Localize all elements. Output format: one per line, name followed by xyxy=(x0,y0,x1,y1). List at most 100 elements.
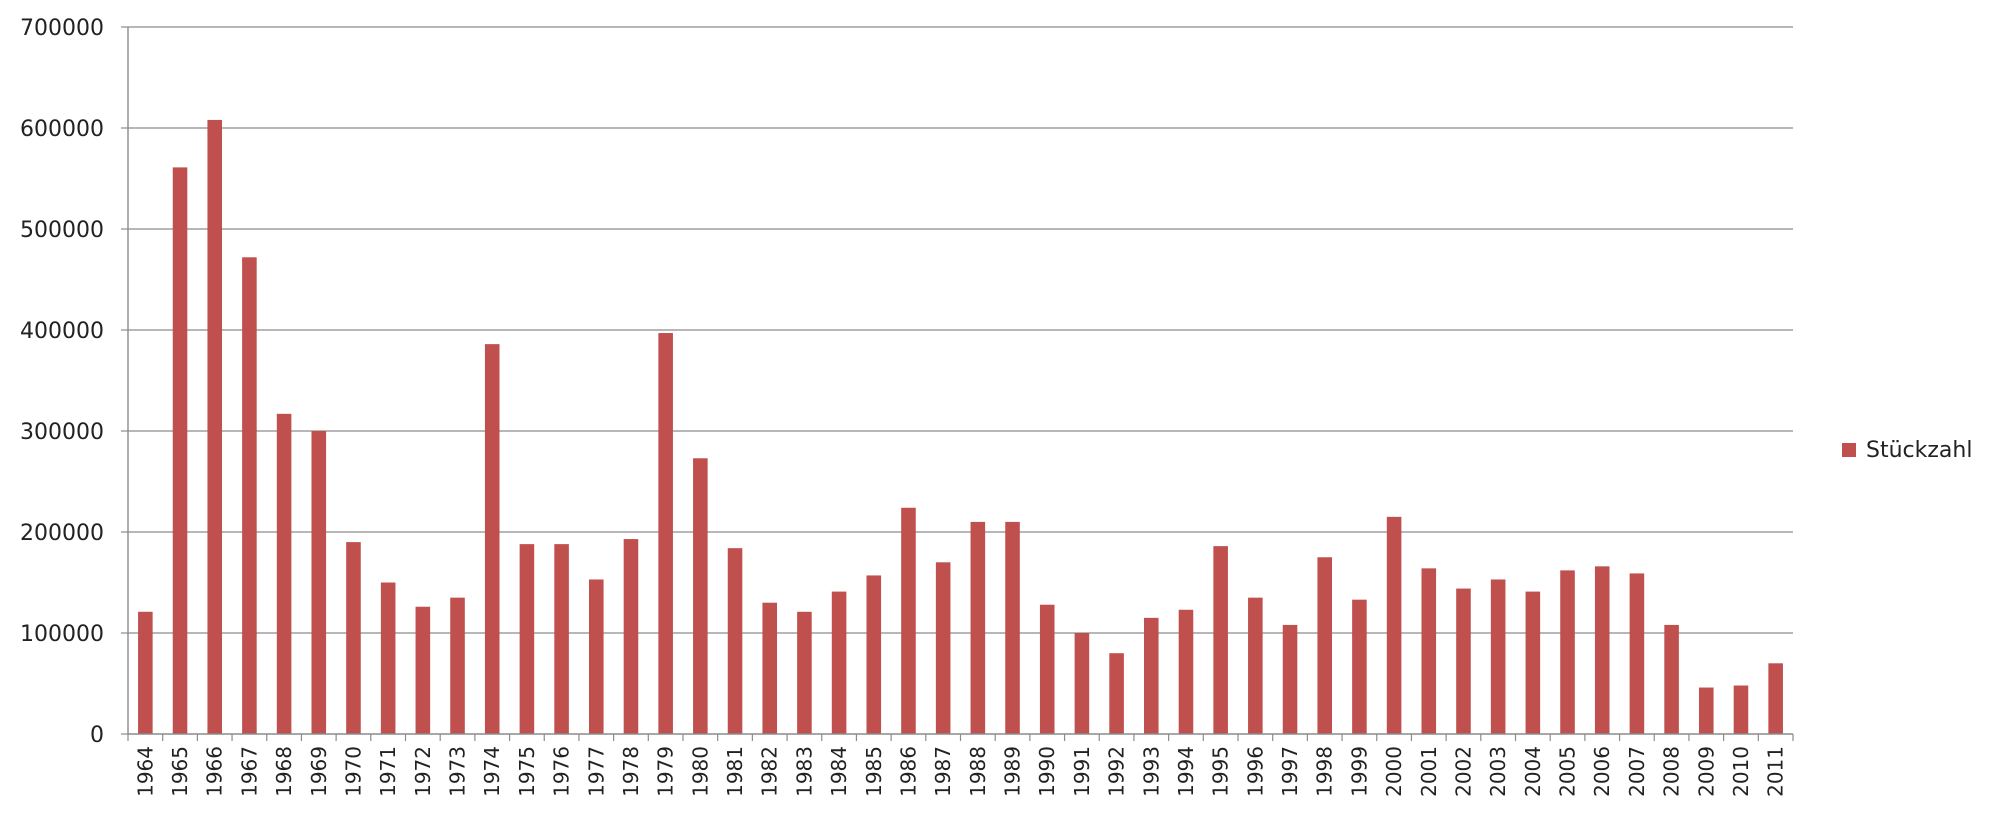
x-tick-label: 1975 xyxy=(515,746,539,797)
bar-1974[interactable] xyxy=(484,344,500,734)
bar-1994[interactable] xyxy=(1178,609,1194,734)
x-tick-label: 1971 xyxy=(376,746,400,797)
x-tick-label: 2001 xyxy=(1417,746,1441,797)
x-tick-label: 1973 xyxy=(446,746,470,797)
x-tick-label: 2008 xyxy=(1660,746,1684,797)
legend[interactable]: Stückzahl xyxy=(1842,438,1972,463)
x-tick-label: 1986 xyxy=(896,746,920,797)
x-tick-label: 1979 xyxy=(654,746,678,797)
bar-1976[interactable] xyxy=(554,544,569,734)
x-tick-label: 1985 xyxy=(862,746,886,797)
x-tick-label: 1987 xyxy=(931,746,955,797)
x-tick-label: 1966 xyxy=(203,746,227,797)
bar-2010[interactable] xyxy=(1733,685,1749,734)
bar-1996[interactable] xyxy=(1248,597,1263,734)
bar-1973[interactable] xyxy=(450,597,465,734)
bar-1986[interactable] xyxy=(901,507,916,734)
bar-1972[interactable] xyxy=(415,606,431,734)
y-tick-label: 0 xyxy=(90,723,104,748)
x-tick-label: 2006 xyxy=(1590,746,1614,797)
x-tick-label: 1980 xyxy=(688,746,712,797)
y-tick-label: 600000 xyxy=(20,117,104,142)
bars xyxy=(138,119,1783,735)
x-tick-label: 2011 xyxy=(1764,746,1788,797)
bar-1995[interactable] xyxy=(1213,546,1228,734)
bar-1982[interactable] xyxy=(762,602,778,734)
x-tick-label: 1989 xyxy=(1001,746,1025,797)
bar-1964[interactable] xyxy=(138,611,153,734)
y-tick-label: 300000 xyxy=(20,420,104,445)
x-tick-label: 1974 xyxy=(480,746,504,797)
legend-swatch xyxy=(1842,443,1856,457)
bar-2002[interactable] xyxy=(1456,588,1471,734)
bar-1985[interactable] xyxy=(866,575,882,734)
x-tick-label: 1983 xyxy=(792,746,816,797)
bar-1979[interactable] xyxy=(658,333,673,734)
bar-1970[interactable] xyxy=(346,542,361,734)
bar-2011[interactable] xyxy=(1768,663,1783,734)
bar-1998[interactable] xyxy=(1317,557,1333,734)
y-tick-label: 700000 xyxy=(20,16,104,41)
legend-label: Stückzahl xyxy=(1866,438,1972,463)
x-tick-label: 1981 xyxy=(723,746,747,797)
x-tick-label: 1999 xyxy=(1347,746,1371,797)
bar-2006[interactable] xyxy=(1594,566,1610,734)
bar-1984[interactable] xyxy=(831,591,847,734)
x-tick-label: 1968 xyxy=(272,746,296,797)
bar-1987[interactable] xyxy=(935,562,951,734)
y-axis-tick-labels: 0 100000 200000 300000 400000 500000 600000 700… xyxy=(20,16,104,748)
x-tick-label: 1988 xyxy=(966,746,990,797)
bar-1989[interactable] xyxy=(1005,521,1020,734)
bar-1988[interactable] xyxy=(970,521,986,734)
bar-1966[interactable] xyxy=(207,119,223,735)
bar-2005[interactable] xyxy=(1560,570,1575,734)
x-tick-label: 1964 xyxy=(133,746,157,797)
bar-1967[interactable] xyxy=(242,257,257,734)
bar-1991[interactable] xyxy=(1074,633,1090,734)
bar-2008[interactable] xyxy=(1664,624,1679,734)
bar-1993[interactable] xyxy=(1143,617,1159,734)
bar-2009[interactable] xyxy=(1698,687,1714,734)
x-tick-label: 1995 xyxy=(1209,746,1233,797)
bar-1965[interactable] xyxy=(172,167,188,734)
bar-1971[interactable] xyxy=(380,582,396,735)
x-tick-label: 1965 xyxy=(168,746,192,797)
x-tick-label: 2000 xyxy=(1382,746,1406,797)
y-tick-label: 200000 xyxy=(20,521,104,546)
x-tick-label: 2007 xyxy=(1625,746,1649,797)
x-tick-label: 1991 xyxy=(1070,746,1094,797)
bar-1978[interactable] xyxy=(623,539,639,734)
bar-1983[interactable] xyxy=(797,611,812,734)
bar-1981[interactable] xyxy=(727,548,743,734)
bar-1975[interactable] xyxy=(519,544,535,734)
bar-1968[interactable] xyxy=(276,413,292,734)
bar-2004[interactable] xyxy=(1525,591,1541,734)
bar-1990[interactable] xyxy=(1039,604,1055,734)
x-tick-label: 1967 xyxy=(237,746,261,797)
x-axis-tick-labels: 1964 1965 1966 1967 1968 1969 1970 1971 1972 1973… xyxy=(133,746,1787,797)
x-tick-label: 1996 xyxy=(1243,746,1267,797)
x-tick-label: 1976 xyxy=(550,746,574,797)
x-tick-label: 1994 xyxy=(1174,746,1198,797)
x-tick-label: 2004 xyxy=(1521,746,1545,797)
bar-1997[interactable] xyxy=(1282,624,1298,734)
x-tick-label: 1978 xyxy=(619,746,643,797)
bar-2003[interactable] xyxy=(1490,579,1506,734)
bar-2000[interactable] xyxy=(1386,516,1402,734)
x-tick-label: 1977 xyxy=(584,746,608,797)
bar-1992[interactable] xyxy=(1109,653,1124,734)
bar-1999[interactable] xyxy=(1352,599,1367,734)
bar-1980[interactable] xyxy=(693,458,708,734)
bar-1969[interactable] xyxy=(311,431,327,734)
y-tick-label: 400000 xyxy=(20,319,104,344)
x-tick-label: 1993 xyxy=(1139,746,1163,797)
bar-2001[interactable] xyxy=(1421,568,1437,734)
x-tick-label: 2002 xyxy=(1451,746,1475,797)
x-tick-label: 2003 xyxy=(1486,746,1510,797)
bar-2007[interactable] xyxy=(1629,573,1645,734)
bar-1977[interactable] xyxy=(588,579,604,734)
gridlines xyxy=(121,26,1793,735)
x-tick-label: 2009 xyxy=(1694,746,1718,797)
